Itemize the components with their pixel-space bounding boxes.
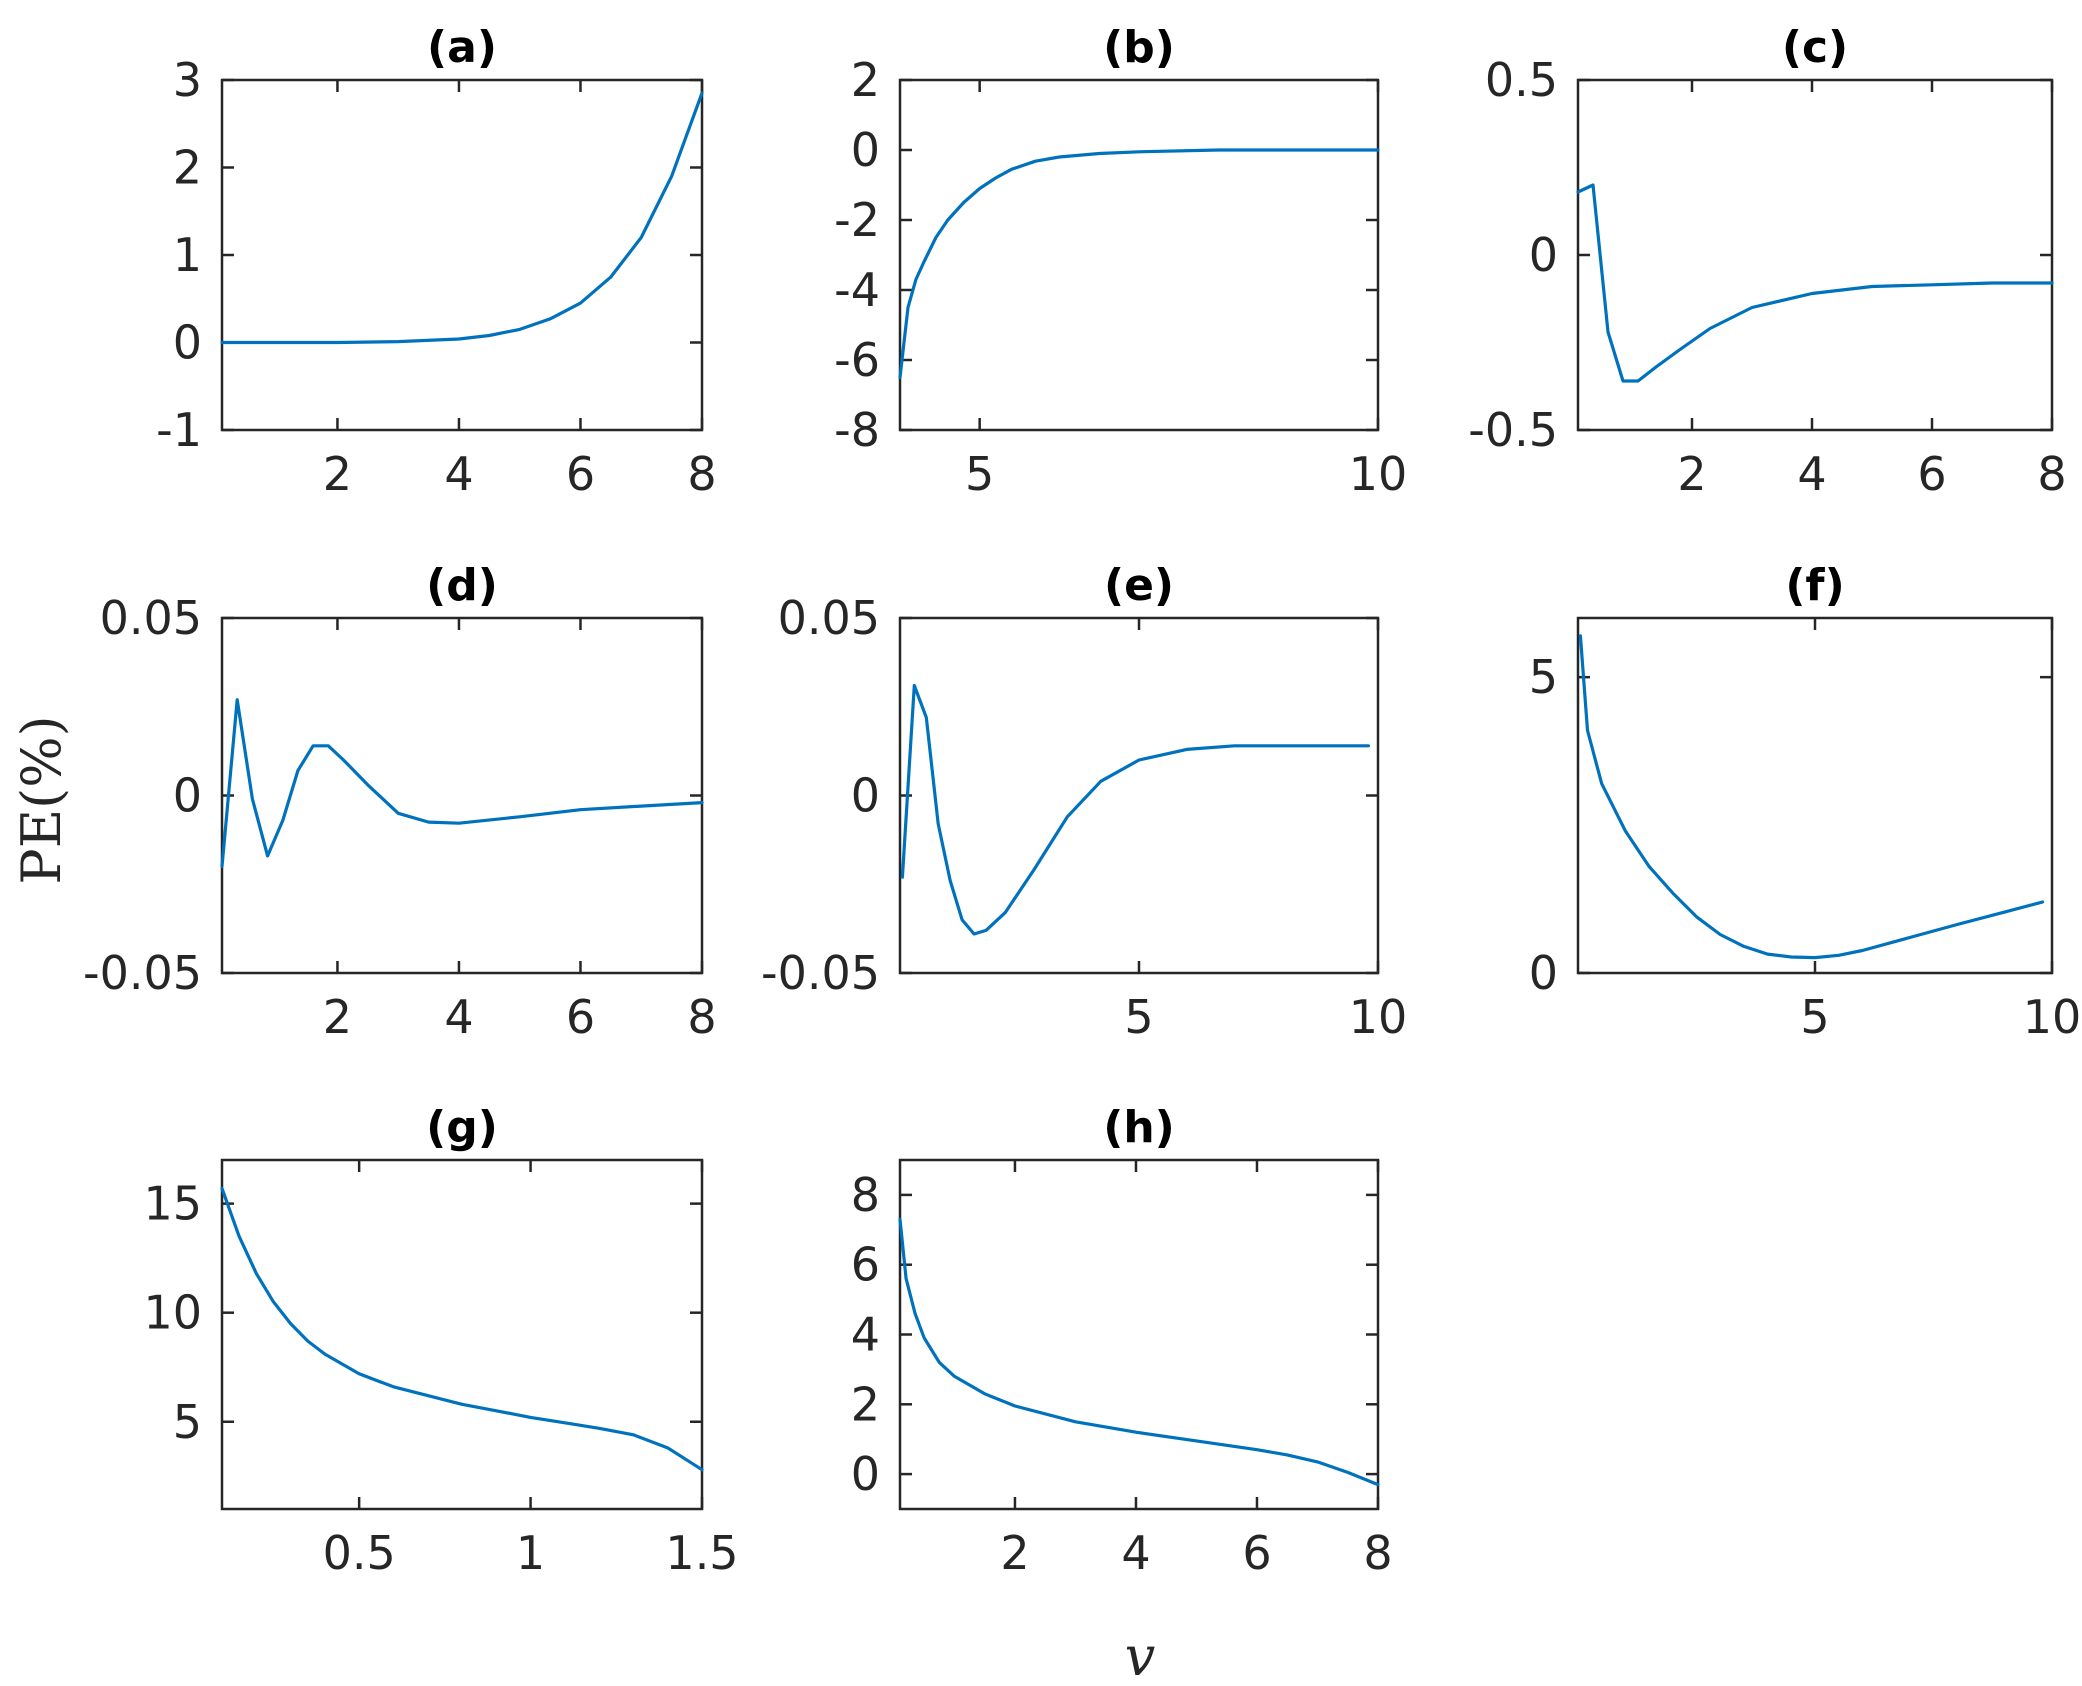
plot-area (898, 616, 1380, 975)
panel-8: (h) 2 4 6 8 0 2 4 6 8 (851, 1102, 1393, 1580)
x-tick-label: 8 (687, 447, 716, 501)
y-tick-label: 10 (143, 1286, 202, 1340)
x-tick-label: 10 (2023, 990, 2082, 1044)
x-tick-label: 5 (1800, 990, 1829, 1044)
x-tick-label: 2 (323, 990, 352, 1044)
x-tick-label: 4 (444, 447, 473, 501)
plot-area (220, 1158, 704, 1511)
y-tick-label: 0 (1529, 228, 1558, 282)
y-tick-label: -0.05 (761, 946, 880, 1000)
panel-5: (e) 5 10 -0.05 0 0.05 (761, 560, 1407, 1044)
y-tick-label: -6 (834, 333, 880, 387)
y-tick-label: 5 (173, 1395, 202, 1449)
panel-1: (a) 2 4 6 8 -1 0 1 2 3 (156, 22, 717, 501)
y-tick-label: 0 (851, 123, 880, 177)
x-tick-label: 5 (1124, 990, 1153, 1044)
y-tick-label: -8 (834, 403, 880, 457)
plot-area (220, 616, 704, 975)
panel-title: (f) (1785, 560, 1844, 611)
y-tick-label: 0.5 (1485, 53, 1558, 107)
y-tick-label: -1 (156, 403, 202, 457)
x-tick-label: 6 (566, 990, 595, 1044)
y-tick-label: 2 (851, 53, 880, 107)
x-tick-label: 1 (516, 1526, 545, 1580)
plot-area (1576, 78, 2054, 432)
data-series-line (220, 91, 704, 345)
y-tick-label: 0 (173, 769, 202, 823)
y-tick-label: 0 (1529, 946, 1558, 1000)
data-series-line (220, 698, 704, 869)
x-tick-label: 8 (687, 990, 716, 1044)
y-tick-label: -2 (834, 193, 880, 247)
data-series-line (1576, 183, 2054, 383)
y-tick-label: 3 (173, 53, 202, 107)
plot-area (220, 78, 704, 432)
panel-2: (b) 5 10 -8 -6 -4 -2 0 2 (834, 22, 1407, 501)
x-tick-label: 4 (1797, 447, 1826, 501)
panel-title: (h) (1103, 1102, 1175, 1153)
y-tick-label: -4 (834, 263, 880, 317)
x-tick-label: 10 (1349, 447, 1408, 501)
panel-3: (c) 2 4 6 8 -0.5 0 0.5 (1468, 22, 2066, 501)
y-tick-label: 0.05 (778, 591, 880, 645)
x-tick-label: 4 (444, 990, 473, 1044)
data-series-line (898, 148, 1380, 380)
panel-title: (e) (1104, 560, 1174, 611)
y-tick-label: 5 (1529, 650, 1558, 704)
y-tick-label: 6 (851, 1238, 880, 1292)
data-series-line (220, 1186, 704, 1472)
x-tick-label: 6 (566, 447, 595, 501)
data-series-line (900, 683, 1370, 936)
y-tick-label: -0.5 (1468, 403, 1558, 457)
panel-title: (c) (1782, 22, 1848, 73)
y-tick-label: -0.05 (83, 946, 202, 1000)
x-tick-label: 8 (1363, 1526, 1392, 1580)
x-tick-label: 0.5 (323, 1526, 396, 1580)
panel-7: (g) 0.5 1 1.5 5 10 15 (143, 1102, 738, 1580)
y-tick-label: 2 (173, 141, 202, 195)
x-axis-label: v (1125, 1625, 1156, 1686)
y-tick-label: 0 (173, 316, 202, 370)
y-tick-label: 4 (851, 1308, 880, 1362)
y-tick-label: 1 (173, 228, 202, 282)
panel-title: (a) (427, 22, 497, 73)
x-tick-label: 1.5 (665, 1526, 738, 1580)
plot-area (898, 78, 1380, 432)
panel-title: (d) (426, 560, 498, 611)
plot-area (1576, 616, 2054, 975)
y-tick-label: 2 (851, 1377, 880, 1431)
y-tick-label: 8 (851, 1168, 880, 1222)
x-tick-label: 10 (1349, 990, 1408, 1044)
panel-4: (d) 2 4 6 8 -0.05 0 0.05 (83, 560, 717, 1044)
plot-area (898, 1158, 1380, 1511)
data-series-line (1578, 634, 2045, 960)
x-tick-label: 6 (1917, 447, 1946, 501)
x-tick-label: 8 (2037, 447, 2066, 501)
x-tick-label: 6 (1242, 1526, 1271, 1580)
x-tick-label: 2 (1000, 1526, 1029, 1580)
x-tick-label: 2 (1677, 447, 1706, 501)
panel-title: (b) (1103, 22, 1175, 73)
data-series-line (898, 1217, 1380, 1487)
x-tick-label: 4 (1121, 1526, 1150, 1580)
panel-6: (f) 5 10 0 5 (1529, 560, 2082, 1044)
y-tick-label: 0.05 (100, 591, 202, 645)
y-tick-label: 15 (143, 1177, 202, 1231)
y-axis-label: PE(%) (10, 715, 73, 884)
x-tick-label: 2 (323, 447, 352, 501)
y-tick-label: 0 (851, 769, 880, 823)
panel-title: (g) (426, 1102, 498, 1153)
x-tick-label: 5 (965, 447, 994, 501)
y-tick-label: 0 (851, 1447, 880, 1501)
